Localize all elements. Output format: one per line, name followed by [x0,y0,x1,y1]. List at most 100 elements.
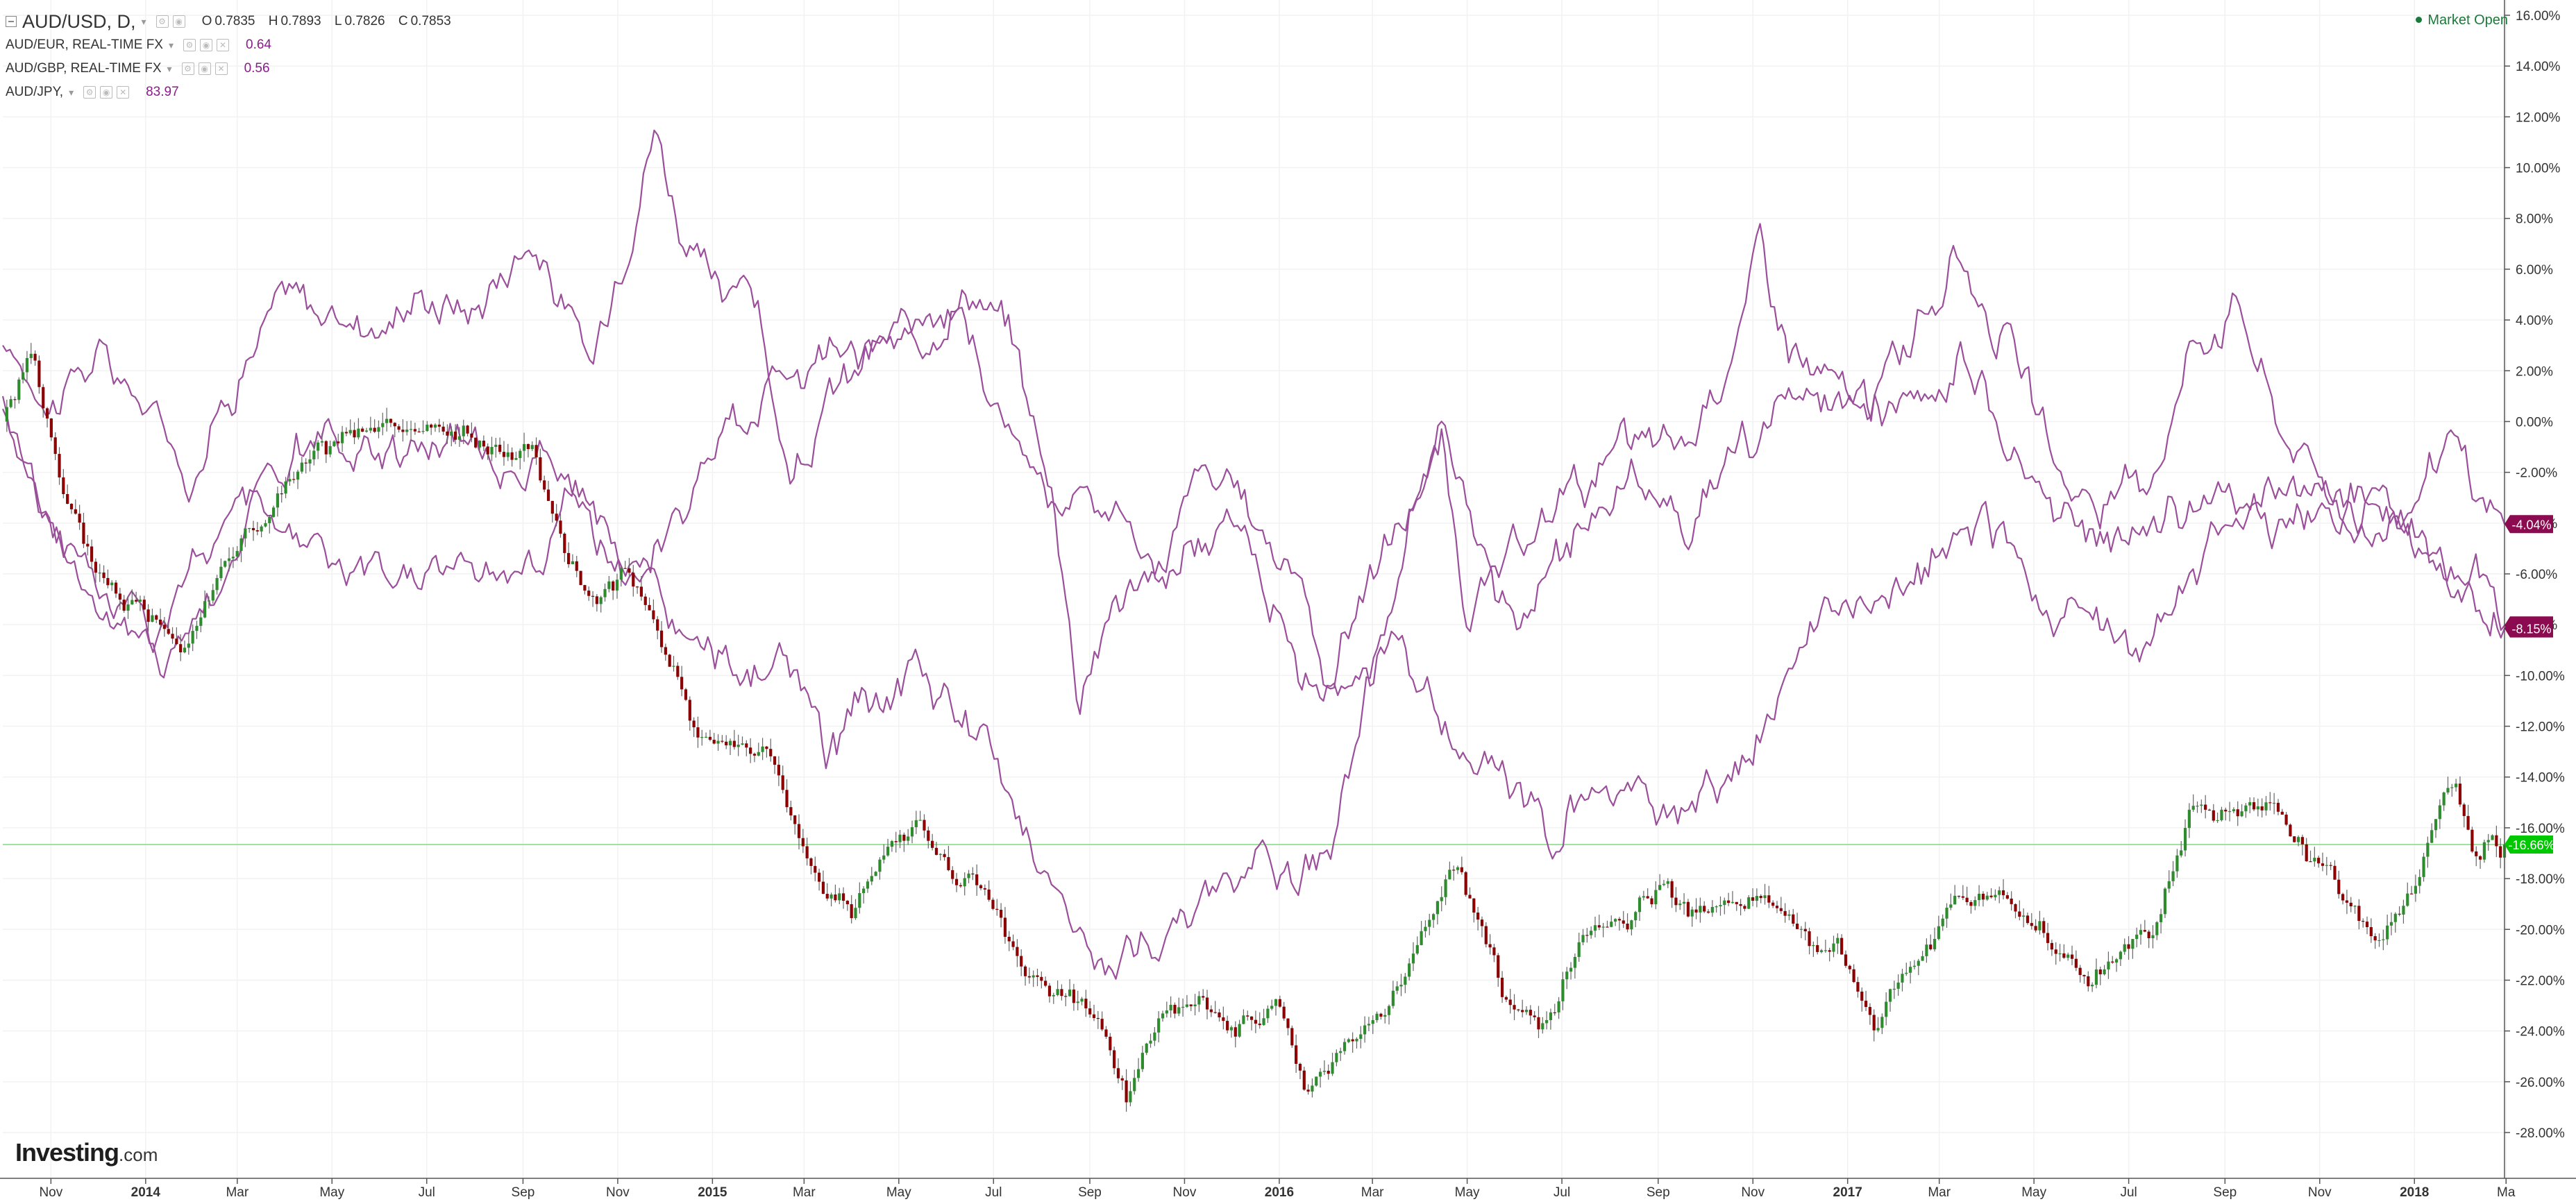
candle-body [135,600,138,602]
candle [1626,913,1629,933]
chevron-down-icon[interactable]: ▾ [69,86,74,98]
candle [2382,929,2385,951]
candle-body [1056,989,1059,995]
legend-overlay-row[interactable]: AUD/JPY, ▾ ⚙ ◉ ✕ 83.97 [6,80,461,104]
candle-body [741,743,744,745]
close-icon[interactable]: ✕ [214,62,228,75]
candle [1436,900,1440,925]
candle-body [373,427,376,432]
candle-body [1351,1039,1354,1042]
candle [1023,965,1027,986]
chevron-down-icon[interactable]: ▾ [167,62,172,74]
legend-main-row[interactable]: AUD/USD, D, ▾ ⚙ ◉ O 0.7835 H 0.7893 L 0.782… [6,10,461,33]
candle [579,570,582,586]
candle [639,576,643,601]
candle [866,879,870,893]
candle [1989,888,1993,899]
candle [1775,901,1779,913]
candle-body [1593,925,1597,931]
candle [1553,1003,1556,1016]
candle [179,634,183,661]
overlay-symbol[interactable]: AUD/GBP, REAL-TIME FX [6,61,162,76]
visibility-icon[interactable]: ◉ [200,39,213,51]
settings-icon[interactable]: ⚙ [83,86,96,99]
candle-body [801,838,805,847]
candle-body [2147,931,2150,938]
candle [1557,997,1560,1019]
candle-body [555,514,558,521]
candle [304,458,308,474]
candle-body [1763,895,1767,899]
candle-body [215,578,219,591]
candle [923,814,926,838]
settings-icon[interactable]: ⚙ [183,39,196,51]
candle-body [2458,783,2462,805]
candle-body [17,379,21,400]
candle-body [1391,990,1395,1006]
candle [2114,958,2119,972]
candle-body [203,601,207,618]
candle [1315,1076,1318,1087]
candle-body [353,430,356,438]
candle [607,575,611,593]
candle-body [1727,900,1731,904]
close-icon[interactable]: ✕ [217,39,230,51]
candle [2058,944,2062,962]
candle-body [1044,981,1047,986]
candle [1678,899,1682,910]
candle-body [721,740,724,742]
candle [187,634,190,655]
candle [938,853,942,861]
candle [652,599,655,624]
candle [2329,862,2332,870]
candle-body [619,568,623,580]
settings-icon[interactable]: ⚙ [181,62,194,75]
candle [1763,883,1767,905]
candle-body [2268,802,2272,804]
candle [1120,1075,1124,1090]
legend-overlay-row[interactable]: AUD/GBP, REAL-TIME FX ▾ ⚙ ◉ ✕ 0.56 [6,57,461,80]
candle-body [1945,908,1948,919]
candle-body [1468,894,1472,899]
y-tick-label: -26.00% [2516,1076,2565,1090]
candle [1036,968,1039,987]
candle-body [1497,955,1500,978]
overlay-symbol[interactable]: AUD/JPY, [6,85,64,99]
legend-overlay-row[interactable]: AUD/EUR, REAL-TIME FX ▾ ⚙ ◉ ✕ 0.64 [6,33,461,57]
candle [979,884,983,890]
candle [280,485,283,503]
collapse-icon[interactable] [6,16,17,27]
candle [2317,855,2321,868]
candle [725,735,728,749]
candle [2458,776,2462,807]
chevron-down-icon[interactable]: ▾ [168,39,174,51]
candle [785,779,789,813]
candle [1840,934,1844,955]
visibility-icon[interactable]: ◉ [100,86,113,99]
chevron-down-icon[interactable]: ▾ [141,15,146,27]
visibility-icon[interactable]: ◉ [172,15,185,28]
visibility-icon[interactable]: ◉ [198,62,211,75]
candle-body [2369,927,2373,937]
candle [2438,799,2441,829]
candle [1205,990,1209,1019]
candle-body [288,479,292,482]
candle-body [943,854,946,858]
candle-body [1590,931,1593,935]
candle [1896,974,1900,997]
candle [122,595,126,613]
close-icon[interactable]: ✕ [117,86,130,99]
candle-body [841,893,845,901]
candle [2240,804,2244,817]
candle [2160,908,2163,934]
settings-icon[interactable]: ⚙ [155,15,169,28]
candle [1003,906,1007,944]
candle-body [1282,1006,1286,1019]
overlay-symbol[interactable]: AUD/EUR, REAL-TIME FX [6,37,163,52]
candle [1901,969,1904,992]
candle-body [82,523,85,544]
candle-body [2293,836,2296,842]
legend-main-symbol[interactable]: AUD/USD, D, [22,10,136,32]
candle [1860,987,1864,1012]
